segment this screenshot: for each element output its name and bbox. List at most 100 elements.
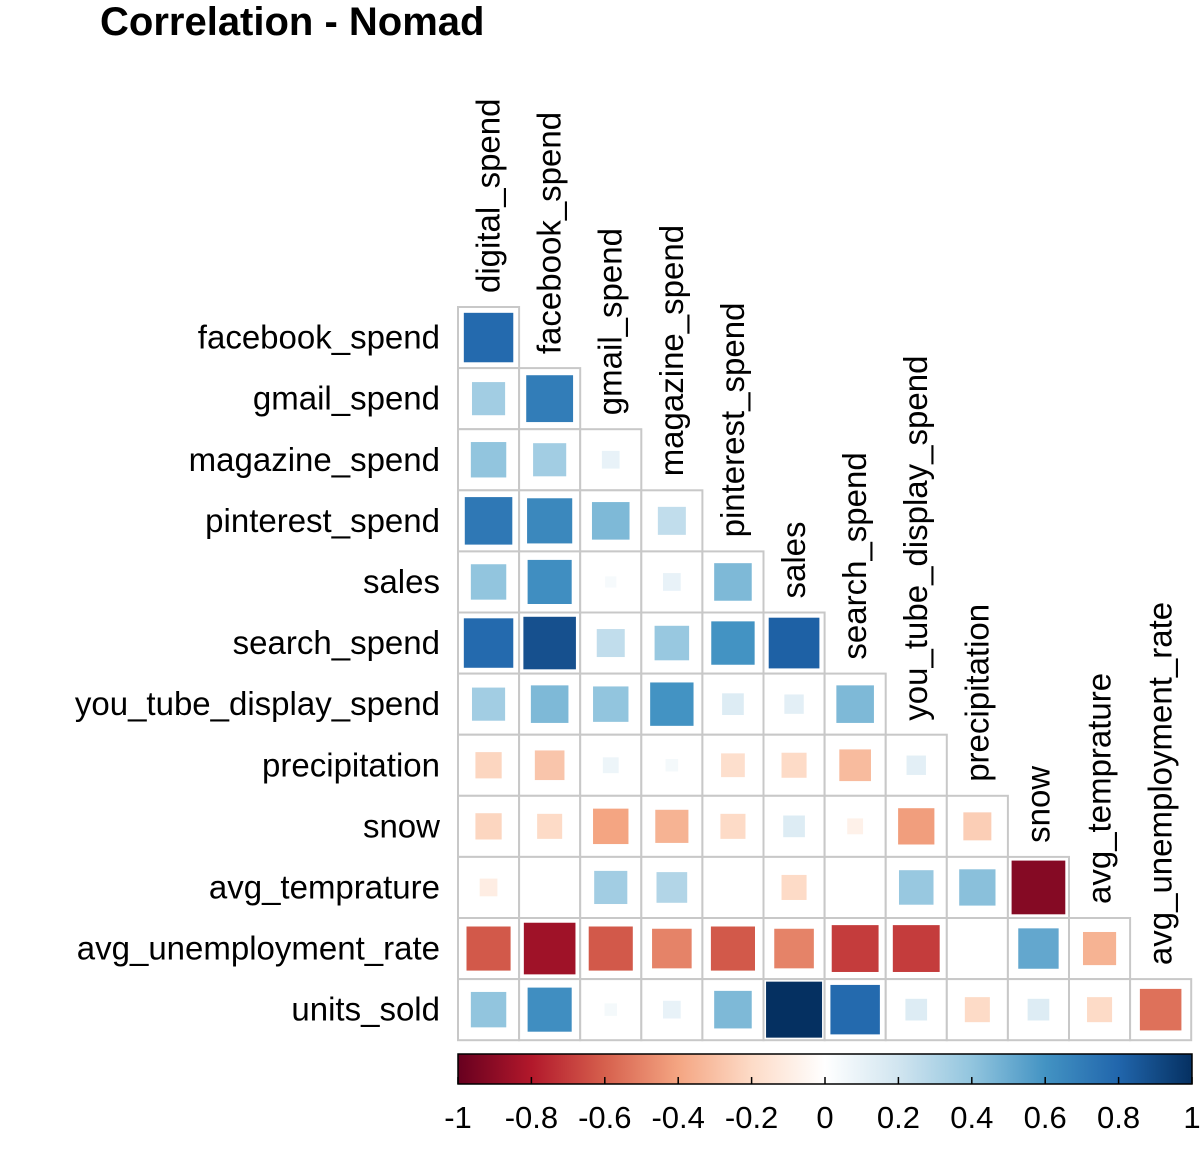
correlation-square [720, 813, 746, 839]
row-label: sales [363, 563, 440, 600]
correlation-square [831, 925, 879, 972]
row-label: magazine_spend [189, 441, 440, 478]
column-label: sales [775, 521, 812, 598]
correlation-square [527, 559, 572, 604]
correlation-square [830, 984, 880, 1035]
column-label: facebook_spend [531, 112, 568, 354]
correlation-square [466, 926, 511, 971]
correlation-square [721, 753, 745, 778]
correlation-square [463, 312, 514, 363]
column-label: precipitation [958, 604, 995, 782]
correlation-square [593, 808, 629, 845]
column-label: avg_unemployment_rate [1142, 602, 1179, 965]
correlation-square [594, 870, 628, 905]
correlation-square [898, 870, 934, 905]
correlation-square [662, 1000, 681, 1019]
correlation-square [722, 693, 744, 715]
correlation-square [714, 563, 752, 601]
row-label: gmail_spend [253, 380, 440, 417]
scale-tick-label: 0.6 [1024, 1100, 1067, 1135]
row-label: search_spend [233, 624, 440, 661]
correlation-square [1027, 998, 1050, 1021]
row-label: you_tube_display_spend [75, 685, 440, 722]
scale-tick-label: -0.4 [651, 1100, 704, 1135]
scale-tick-label: -1 [444, 1100, 472, 1135]
row-label: avg_temprature [209, 868, 440, 905]
correlation-square [906, 755, 926, 775]
correlation-square [534, 750, 565, 781]
correlation-square [475, 752, 502, 779]
correlation-square [654, 625, 690, 661]
correlation-square [601, 450, 620, 469]
correlation-square [892, 925, 940, 972]
column-label: snow [1019, 766, 1056, 843]
correlation-square [959, 869, 996, 906]
correlation-square [665, 758, 679, 772]
correlation-square [1087, 997, 1113, 1023]
correlation-square [596, 629, 625, 658]
correlation-square [471, 687, 506, 721]
correlation-square [463, 618, 514, 668]
correlation-square [593, 686, 629, 722]
correlation-square [1082, 931, 1117, 966]
correlation-square [710, 926, 755, 971]
column-label: digital_spend [470, 99, 507, 294]
correlation-square [905, 998, 928, 1021]
grid-cell [701, 855, 765, 920]
correlation-square [1011, 860, 1066, 915]
correlation-square [650, 682, 694, 726]
row-label: pinterest_spend [205, 502, 440, 539]
scale-tick-label: -0.6 [578, 1100, 631, 1135]
correlation-square [656, 872, 688, 903]
scale-tick-label: 0.4 [950, 1100, 993, 1135]
scale-tick-label: 1 [1183, 1100, 1200, 1135]
correlation-square [588, 926, 633, 971]
correlation-square [537, 813, 563, 839]
grid-cell [823, 855, 887, 920]
correlation-square [781, 874, 807, 900]
column-label: gmail_spend [592, 228, 629, 415]
correlation-square [602, 757, 619, 774]
column-label: search_spend [836, 452, 873, 659]
column-label: pinterest_spend [714, 303, 751, 538]
correlation-square [781, 752, 807, 778]
scale-tick-label: 0.2 [877, 1100, 920, 1135]
correlation-square [527, 987, 572, 1032]
correlation-square [768, 617, 820, 669]
correlation-square [657, 506, 686, 535]
color-scale-legend: -1 -0.8 -0.6 -0.4 -0.2 0 0.2 0.4 0.6 0.8 1 [444, 1053, 1200, 1135]
correlation-square [963, 812, 992, 841]
scale-tick-label: 0.8 [1097, 1100, 1140, 1135]
correlation-square [839, 749, 871, 782]
correlation-square [591, 502, 630, 540]
correlation-square [783, 815, 805, 838]
correlation-square [471, 382, 506, 416]
correlation-square [714, 990, 752, 1029]
chart-title: Correlation - Nomad [100, 0, 485, 44]
correlation-square [1018, 928, 1059, 969]
correlation-square [964, 997, 990, 1023]
correlation-square [523, 922, 576, 975]
grid-cell [945, 917, 1009, 981]
correlation-square [652, 928, 692, 969]
correlation-square [475, 813, 502, 840]
correlation-square [526, 375, 574, 423]
grid-cell [762, 917, 826, 981]
correlation-square [464, 497, 513, 545]
correlation-square [898, 808, 935, 845]
scale-tick-label: -0.8 [505, 1100, 558, 1135]
correlation-square [527, 498, 573, 544]
correlation-square [604, 1003, 618, 1016]
correlation-square [470, 991, 507, 1028]
row-label: avg_unemployment_rate [77, 930, 440, 967]
row-label: units_sold [291, 991, 440, 1028]
correlation-square [605, 576, 617, 588]
column-label: avg_temprature [1081, 673, 1118, 904]
correlation-square [1139, 988, 1182, 1031]
grid-cell [518, 855, 582, 920]
correlation-square [766, 981, 823, 1038]
correlation-square [847, 818, 864, 835]
column-label: magazine_spend [653, 225, 690, 476]
correlation-square [711, 621, 755, 665]
